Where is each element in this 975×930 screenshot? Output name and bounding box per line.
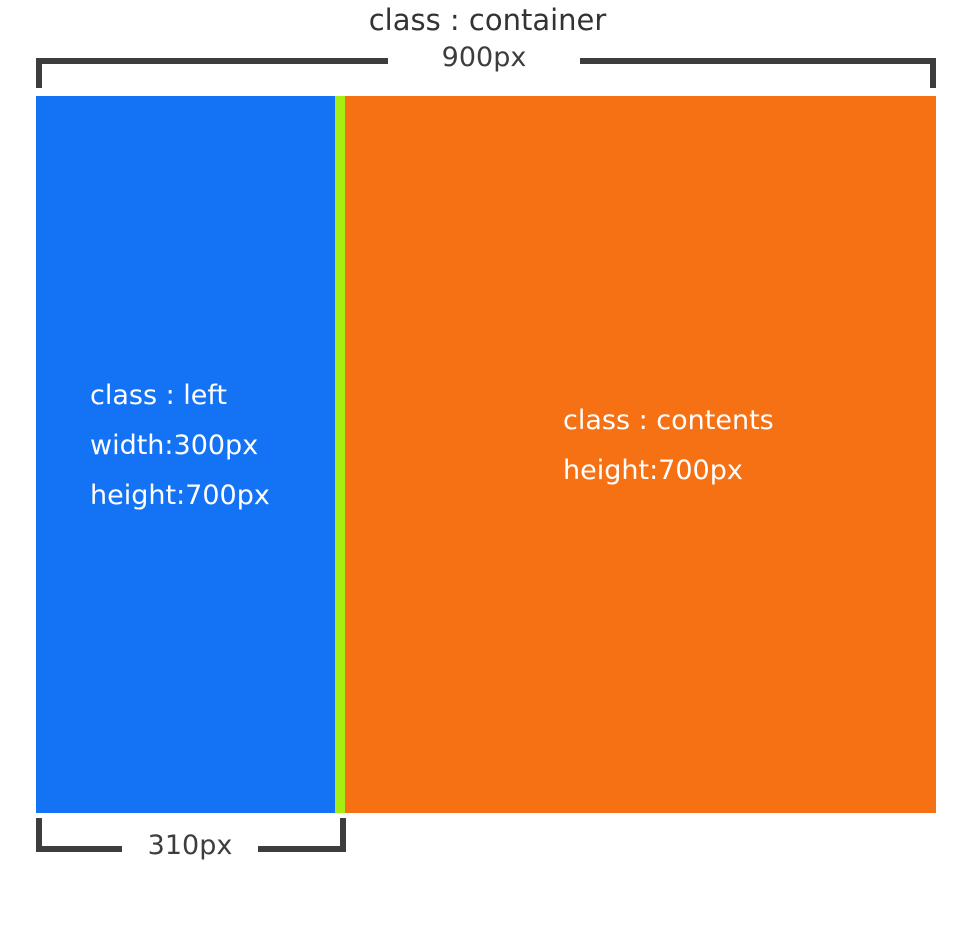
container-width-bracket-left	[36, 58, 388, 88]
container-class-title: class : container	[368, 3, 607, 37]
left-width-label: 310px	[147, 830, 233, 861]
contents-box-line-class: class : contents	[563, 405, 774, 436]
contents-box: class : contents height:700px	[345, 96, 936, 813]
left-width-bracket-gap	[122, 830, 258, 860]
container-box: class : left width:300px height:700px cl…	[36, 96, 936, 813]
container-width-label: 900px	[441, 42, 527, 73]
left-box-line-class: class : left	[90, 380, 228, 411]
contents-box-line-height: height:700px	[563, 455, 743, 486]
divider-strip	[335, 96, 345, 813]
left-box-line-height: height:700px	[90, 480, 270, 511]
contents-box-text: class : contents height:700px	[563, 396, 774, 496]
left-box-line-width: width:300px	[90, 430, 259, 461]
container-width-bracket-right	[580, 58, 936, 88]
left-box: class : left width:300px height:700px	[36, 96, 335, 813]
left-box-text: class : left width:300px height:700px	[90, 371, 270, 521]
